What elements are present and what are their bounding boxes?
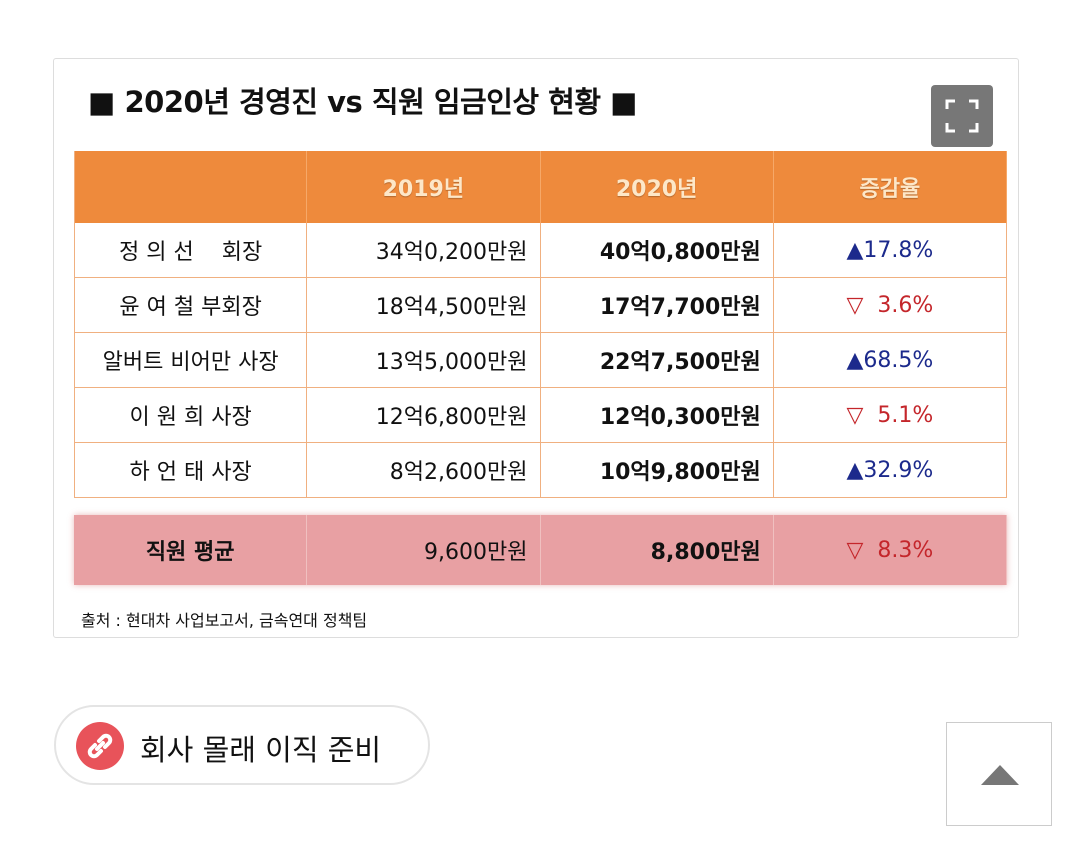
salary-cell: 34억0,200만원 xyxy=(307,223,541,277)
change-cell: ▽ 5.1% xyxy=(774,388,1007,442)
link-text: 회사 몰래 이직 준비 xyxy=(140,733,382,767)
header-cell: 2019년 xyxy=(307,151,541,223)
header-row: 2019년 2020년 증감율 xyxy=(74,151,1007,223)
salary-cell: 12억6,800만원 xyxy=(307,388,541,442)
change-cell: ▽ 3.6% xyxy=(774,278,1007,332)
salary-cell: 8억2,600만원 xyxy=(307,443,541,497)
name-cell: 정 의 선 회장 xyxy=(74,223,308,277)
header-cell: 2020년 xyxy=(541,151,774,223)
salary-cell: 10억9,800만원 xyxy=(541,443,774,497)
table-row: 정 의 선 회장 34억0,200만원 40억0,800만원 ▲17.8% xyxy=(74,223,1007,278)
link-icon xyxy=(76,722,124,770)
name-cell: 직원 평균 xyxy=(74,515,308,585)
header-cell: 증감율 xyxy=(774,151,1007,223)
name-cell: 윤 여 철 부회장 xyxy=(74,278,308,332)
salary-cell: 17억7,700만원 xyxy=(541,278,774,332)
change-cell: ▲17.8% xyxy=(774,223,1007,277)
salary-cell: 8,800만원 xyxy=(541,515,774,585)
content-card: ■ 2020년 경영진 vs 직원 임금인상 현황 ■ 2019년 2020년 증감… xyxy=(53,58,1019,638)
change-cell: ▽ 8.3% xyxy=(774,515,1007,585)
salary-cell: 18억4,500만원 xyxy=(307,278,541,332)
salary-cell: 12억0,300만원 xyxy=(541,388,774,442)
source-note: 출처 : 현대차 사업보고서, 금속연대 정책팀 xyxy=(81,611,368,630)
table-row: 윤 여 철 부회장 18억4,500만원 17억7,700만원 ▽ 3.6% xyxy=(74,278,1007,333)
salary-cell: 40억0,800만원 xyxy=(541,223,774,277)
name-cell: 이 원 희 사장 xyxy=(74,388,308,442)
change-cell: ▲68.5% xyxy=(774,333,1007,387)
scroll-top-button[interactable] xyxy=(946,722,1052,826)
change-cell: ▲32.9% xyxy=(774,443,1007,497)
link-glyph xyxy=(87,733,113,759)
header-cell xyxy=(74,151,308,223)
name-cell: 하 언 태 사장 xyxy=(74,443,308,497)
salary-cell: 9,600만원 xyxy=(307,515,541,585)
related-link[interactable]: 회사 몰래 이직 준비 xyxy=(54,705,430,785)
salary-cell: 13억5,000만원 xyxy=(307,333,541,387)
table-row: 알버트 비어만 사장 13억5,000만원 22억7,500만원 ▲68.5% xyxy=(74,333,1007,388)
fullscreen-icon xyxy=(945,99,979,133)
fullscreen-button[interactable] xyxy=(931,85,993,147)
table-row: 하 언 태 사장 8억2,600만원 10억9,800만원 ▲32.9% xyxy=(74,443,1007,498)
average-row: 직원 평균 9,600만원 8,800만원 ▽ 8.3% xyxy=(74,515,1007,585)
up-arrow xyxy=(981,765,1019,785)
table-title: ■ 2020년 경영진 vs 직원 임금인상 현황 ■ xyxy=(88,85,638,119)
table-row: 이 원 희 사장 12억6,800만원 12억0,300만원 ▽ 5.1% xyxy=(74,388,1007,443)
salary-cell: 22억7,500만원 xyxy=(541,333,774,387)
salary-table: 2019년 2020년 증감율 정 의 선 회장 34억0,200만원 40억0,800만… xyxy=(74,151,1007,585)
name-cell: 알버트 비어만 사장 xyxy=(74,333,308,387)
